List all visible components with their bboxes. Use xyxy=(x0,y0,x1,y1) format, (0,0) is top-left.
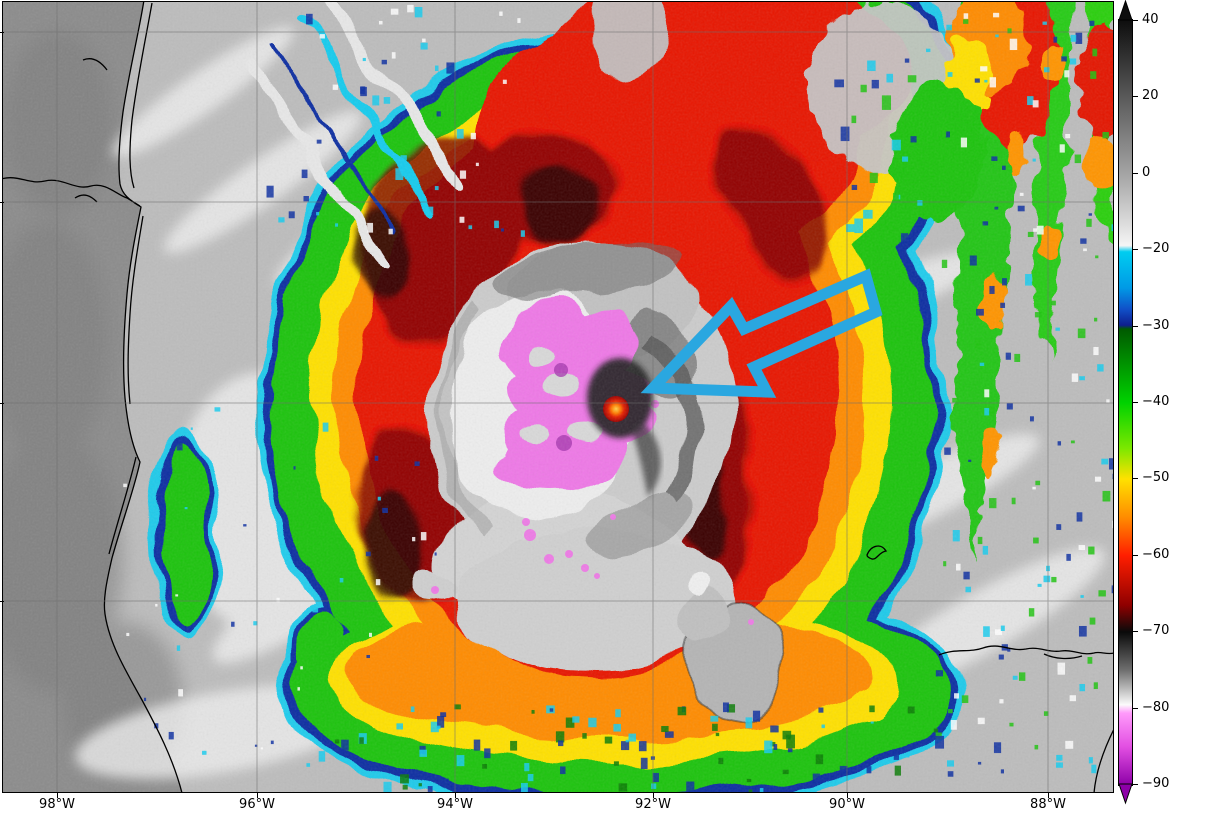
river-line xyxy=(3,177,141,207)
tick-mark xyxy=(1132,326,1138,327)
tick-mark xyxy=(57,793,58,798)
tick-mark xyxy=(455,793,456,798)
south-coastline xyxy=(938,645,1114,656)
tick-mark xyxy=(1132,249,1138,250)
colorbar-tick-label: −90 xyxy=(1142,776,1170,791)
grid-lines xyxy=(3,2,1114,793)
tick-mark xyxy=(1132,96,1138,97)
tick-mark xyxy=(1132,20,1138,21)
tick-mark xyxy=(847,793,848,798)
satellite-imagery xyxy=(3,2,1114,793)
tick-mark xyxy=(0,32,4,33)
eye-pointer-arrow xyxy=(640,268,883,398)
barrier-island-line xyxy=(108,2,153,555)
tick-mark xyxy=(0,601,4,602)
coastline xyxy=(3,2,1114,793)
colorbar-tick-label: 0 xyxy=(1142,165,1151,180)
tick-mark xyxy=(1132,478,1138,479)
tick-mark xyxy=(1132,402,1138,403)
colorbar-tick-label: −80 xyxy=(1142,700,1170,715)
colorbar-tick-label: −20 xyxy=(1142,241,1170,256)
tick-mark xyxy=(1048,793,1049,798)
x-tick-label: 98°W xyxy=(39,797,75,812)
tick-mark xyxy=(653,793,654,798)
colorbar-tick-label: −40 xyxy=(1142,394,1170,409)
small-island xyxy=(866,545,888,560)
colorbar-under-arrow xyxy=(1118,783,1133,805)
colorbar-tick-label: −30 xyxy=(1142,318,1170,333)
tick-mark xyxy=(1132,631,1138,632)
tick-mark xyxy=(0,202,4,203)
tick-mark xyxy=(1132,784,1138,785)
tick-mark xyxy=(1132,708,1138,709)
noise-texture xyxy=(3,2,1114,793)
tick-mark xyxy=(257,793,258,798)
x-tick-label: 96°W xyxy=(239,797,275,812)
colorbar-tick-label: −70 xyxy=(1142,623,1170,638)
colorbar-tick-label: −60 xyxy=(1142,547,1170,562)
tick-mark xyxy=(0,403,4,404)
colorbar-extend-arrows xyxy=(1118,0,1133,805)
tick-mark xyxy=(1132,555,1138,556)
x-tick-label: 94°W xyxy=(437,797,473,812)
colorbar-over-arrow xyxy=(1118,0,1133,21)
x-tick-label: 90°W xyxy=(829,797,865,812)
colorbar-tick-label: 40 xyxy=(1142,12,1159,27)
x-tick-label: 92°W xyxy=(635,797,671,812)
colorbar-tick-label: −50 xyxy=(1142,470,1170,485)
colorbar-tick-label: 20 xyxy=(1142,88,1159,103)
tick-mark xyxy=(1132,173,1138,174)
x-tick-label: 88°W xyxy=(1030,797,1066,812)
